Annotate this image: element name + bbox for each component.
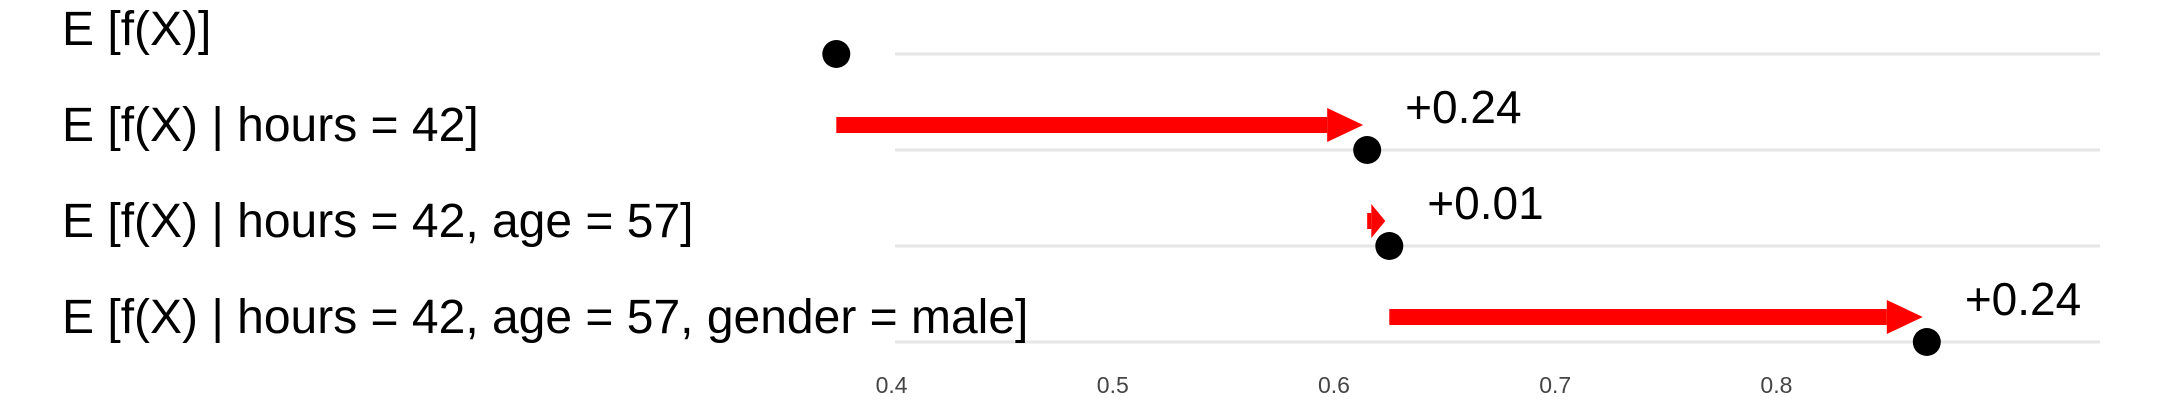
arrow-head <box>1371 204 1386 238</box>
x-tick-label: 0.4 <box>876 372 908 398</box>
points <box>822 40 1941 356</box>
row-label: E [f(X) | hours = 42, age = 57] <box>62 195 694 248</box>
data-point <box>1375 232 1404 260</box>
delta-label: +0.24 <box>1965 273 2081 325</box>
row-labels: E [f(X)] E [f(X) | hours = 42] E [f(X) | h… <box>62 3 1028 344</box>
x-tick-label: 0.8 <box>1760 372 1792 398</box>
arrow-head <box>1327 108 1364 142</box>
delta-label: +0.01 <box>1427 177 1543 229</box>
row-label: E [f(X) | hours = 42] <box>62 99 479 152</box>
data-point <box>1353 136 1382 164</box>
delta-labels: +0.24 +0.01 +0.24 <box>1405 81 2081 325</box>
row-label: E [f(X)] <box>62 3 211 56</box>
x-tick-label: 0.6 <box>1318 372 1350 398</box>
data-point <box>1912 328 1941 356</box>
x-tick-label: 0.5 <box>1097 372 1129 398</box>
x-axis-ticks: 0.4 0.5 0.6 0.7 0.8 <box>876 372 1793 398</box>
row-label: E [f(X) | hours = 42, age = 57, gender =… <box>62 291 1028 344</box>
arrow-shaft <box>1367 213 1372 229</box>
data-point <box>822 40 851 68</box>
arrow-shaft <box>1389 309 1887 325</box>
arrows <box>836 108 1923 334</box>
x-tick-label: 0.7 <box>1539 372 1571 398</box>
arrow-shaft <box>836 117 1328 133</box>
arrow-head <box>1886 300 1923 334</box>
grid-lines <box>895 52 2100 344</box>
delta-label: +0.24 <box>1405 81 1521 133</box>
